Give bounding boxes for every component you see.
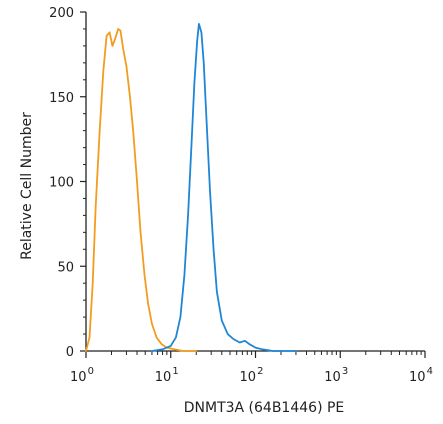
y-tick-label: 0	[66, 345, 74, 360]
x-tick-label: 100	[70, 366, 94, 385]
x-tick-label: 103	[324, 366, 348, 385]
y-axis-title: Relative Cell Number	[19, 112, 35, 260]
histogram-series-line-2	[151, 22, 297, 352]
x-tick-label: 104	[409, 366, 433, 385]
plot-area	[85, 22, 297, 352]
histogram-series-line-1	[85, 28, 198, 352]
y-tick-label: 100	[49, 176, 74, 191]
y-tick-label: 50	[57, 260, 74, 275]
x-axis-title: DNMT3A (64B1446) PE	[184, 400, 345, 416]
x-tick-label: 101	[155, 366, 179, 385]
x-tick-label: 102	[240, 366, 264, 385]
y-tick-label: 200	[49, 6, 74, 21]
axes-layer: 0 50 100 150 200 100 101 102 103 104	[49, 6, 433, 385]
y-tick-label: 150	[49, 91, 74, 106]
